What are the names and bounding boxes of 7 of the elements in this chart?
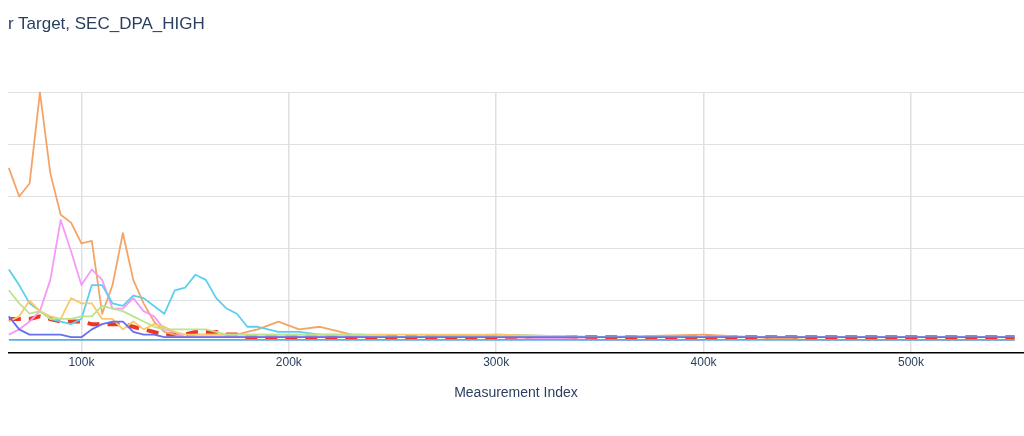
- x-tick-label: 400k: [690, 355, 718, 370]
- x-tick-label: 100k: [68, 355, 96, 370]
- x-tick-label: 300k: [483, 355, 511, 370]
- x-axis-title: Measurement Index: [454, 384, 578, 401]
- x-tick-label: 200k: [275, 355, 303, 370]
- chart-title: r Target, SEC_DPA_HIGH: [8, 13, 205, 33]
- x-tick-label: 500k: [897, 355, 925, 370]
